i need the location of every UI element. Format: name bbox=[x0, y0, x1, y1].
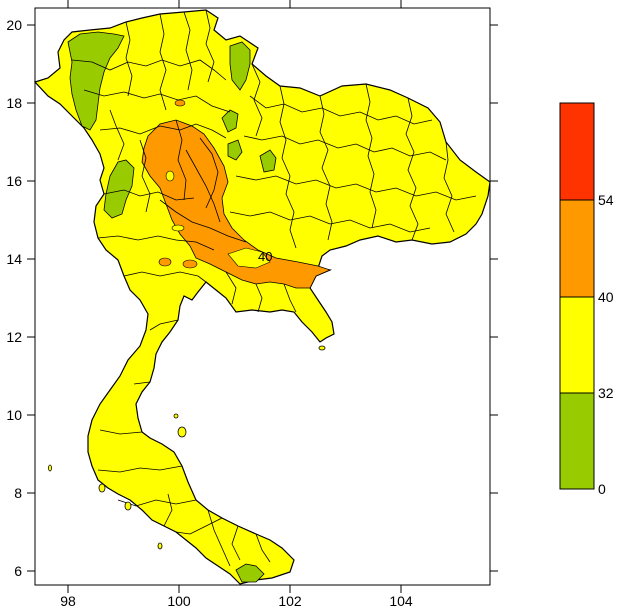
y-tick-label: 16 bbox=[6, 173, 22, 189]
colorbar: 0 32 40 54 bbox=[559, 102, 614, 497]
colorbar-label: 0 bbox=[598, 481, 606, 497]
x-tick-label: 98 bbox=[60, 593, 76, 609]
contour-band-yellow-island bbox=[165, 170, 175, 182]
contour-label: 40 bbox=[258, 249, 272, 264]
contour-band-green bbox=[67, 31, 125, 131]
colorbar-label: 54 bbox=[598, 192, 614, 208]
y-tick-label: 18 bbox=[6, 95, 22, 111]
contour-band-orange bbox=[141, 119, 332, 289]
contour-band-green bbox=[103, 159, 135, 219]
colorbar-label: 32 bbox=[598, 385, 614, 401]
y-tick-label: 12 bbox=[6, 329, 22, 345]
contour-band-orange-small bbox=[174, 99, 186, 107]
x-tick-label: 100 bbox=[167, 593, 191, 609]
x-tick-label: 102 bbox=[278, 593, 302, 609]
contour-band-orange-small bbox=[158, 257, 172, 267]
axis-ticks bbox=[27, 0, 498, 593]
contour-band-yellow-island bbox=[171, 224, 185, 232]
y-tick-label: 10 bbox=[6, 407, 22, 423]
contour-band-green bbox=[235, 563, 265, 583]
colorbar-band bbox=[559, 296, 595, 394]
islands bbox=[48, 345, 326, 550]
contour-band-yellow-island bbox=[227, 247, 271, 269]
colorbar-label: 40 bbox=[598, 289, 614, 305]
colorbar-band bbox=[559, 199, 595, 298]
contour-band-green bbox=[229, 41, 251, 91]
contour-band-orange-small bbox=[182, 259, 198, 269]
y-tick-label: 14 bbox=[6, 251, 22, 267]
y-tick-label: 8 bbox=[14, 485, 22, 501]
y-tick-label: 6 bbox=[14, 563, 22, 579]
contour-band-green bbox=[259, 149, 277, 173]
x-tick-label: 104 bbox=[389, 593, 413, 609]
colorbar-band bbox=[559, 392, 595, 490]
y-tick-label: 20 bbox=[6, 17, 22, 33]
colorbar-band bbox=[559, 102, 595, 201]
contour-band-green bbox=[227, 139, 243, 161]
